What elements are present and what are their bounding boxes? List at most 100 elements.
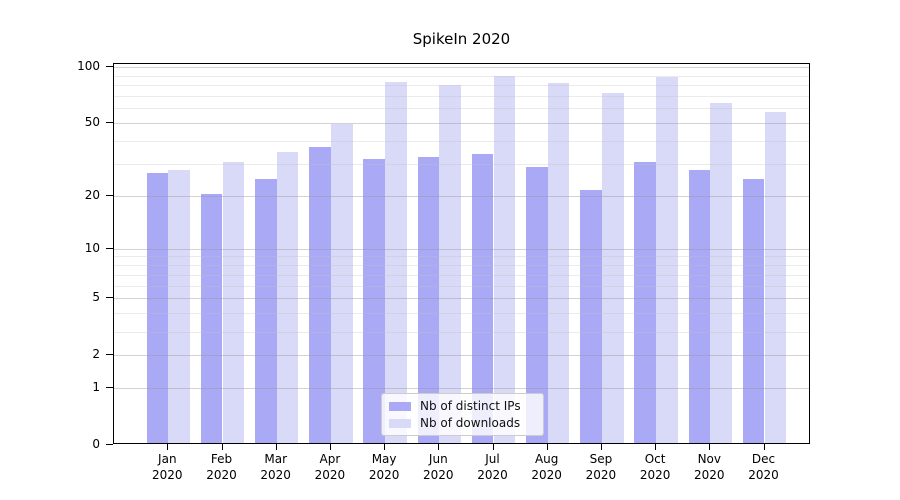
gridline-minor-70: [114, 96, 809, 98]
bar-downloads-nov: [710, 102, 732, 443]
gridline-major-2: [114, 355, 809, 357]
x-tick-label-nov: Nov 2020: [677, 451, 741, 483]
plot-area: [113, 63, 810, 444]
x-tick-mark-oct: [655, 444, 657, 450]
gridline-major-100: [114, 67, 809, 69]
x-tick-mark-feb: [221, 444, 223, 450]
x-tick-label-jan: Jan 2020: [135, 451, 199, 483]
bar-distinct-ips-jun: [417, 156, 440, 443]
x-tick-label-mar: Mar 2020: [244, 451, 308, 483]
y-tick-label-5: 5: [92, 290, 100, 305]
gridline-minor-9: [114, 256, 809, 258]
legend-item-downloads: Nb of downloads: [389, 416, 535, 431]
bar-distinct-ips-nov: [688, 170, 711, 443]
x-tick-label-apr: Apr 2020: [298, 451, 362, 483]
x-tick-mark-mar: [275, 444, 277, 450]
legend-item-distinct-ips: Nb of distinct IPs: [389, 399, 535, 414]
bar-distinct-ips-oct: [634, 161, 657, 443]
x-tick-year-jul: 2020: [477, 468, 508, 482]
bar-distinct-ips-jul: [471, 154, 494, 443]
x-tick-year-aug: 2020: [531, 468, 562, 482]
x-tick-label-may: May 2020: [352, 451, 416, 483]
gridline-minor-60: [114, 108, 809, 110]
x-tick-mark-nov: [709, 444, 711, 450]
gridline-minor-90: [114, 75, 809, 77]
gridline-minor-6: [114, 285, 809, 287]
bar-downloads-may: [385, 82, 407, 443]
bar-downloads-sep: [601, 92, 624, 443]
bar-distinct-ips-feb: [200, 193, 223, 443]
bar-downloads-aug: [547, 83, 570, 443]
gridline-minor-30: [114, 163, 809, 165]
bar-distinct-ips-aug: [526, 167, 548, 443]
x-tick-year-oct: 2020: [639, 468, 671, 482]
y-tick-label-100: 100: [77, 59, 100, 74]
gridline-minor-4: [114, 313, 809, 315]
bar-downloads-jan: [168, 170, 190, 443]
bar-downloads-apr: [330, 124, 353, 443]
y-tick-mark-20: [106, 194, 113, 196]
y-tick-label-20: 20: [84, 187, 100, 202]
x-tick-year-nov: 2020: [694, 468, 725, 482]
bar-downloads-oct: [656, 77, 678, 443]
y-tick-label-0: 0: [92, 437, 100, 451]
x-tick-label-jul: Jul 2020: [461, 451, 525, 483]
bar-downloads-dec: [764, 112, 787, 443]
gridline-minor-3: [114, 331, 809, 333]
y-tick-mark-5: [106, 297, 113, 299]
x-tick-year-mar: 2020: [260, 468, 291, 482]
x-tick-label-jun: Jun 2020: [406, 451, 470, 483]
y-tick-mark-50: [106, 122, 113, 124]
x-tick-year-sep: 2020: [585, 468, 617, 482]
x-tick-year-dec: 2020: [748, 468, 779, 482]
bar-distinct-ips-apr: [309, 147, 331, 443]
x-tick-label-feb: Feb 2020: [190, 451, 254, 483]
bar-downloads-mar: [276, 151, 299, 443]
gridline-minor-80: [114, 85, 809, 87]
y-tick-label-50: 50: [84, 115, 100, 130]
y-tick-mark-100: [106, 66, 113, 68]
y-tick-mark-1: [106, 387, 113, 389]
bar-distinct-ips-may: [363, 159, 386, 443]
x-tick-year-may: 2020: [368, 468, 400, 482]
y-tick-mark-0: [106, 444, 113, 445]
bar-distinct-ips-mar: [255, 179, 277, 443]
gridline-major-10: [114, 248, 809, 250]
x-tick-mark-sep: [600, 444, 602, 450]
x-tick-mark-jun: [438, 444, 440, 450]
gridline-major-50: [114, 123, 809, 125]
legend-label-downloads: Nb of downloads: [420, 416, 521, 430]
x-tick-year-jun: 2020: [423, 468, 454, 482]
bar-distinct-ips-jan: [146, 173, 169, 443]
x-tick-label-dec: Dec 2020: [732, 451, 796, 483]
bar-distinct-ips-dec: [742, 179, 765, 443]
x-tick-mark-aug: [546, 444, 548, 450]
bar-downloads-jul: [493, 76, 516, 443]
legend-swatch-distinct-ips: [389, 402, 411, 411]
legend: Nb of distinct IPs Nb of downloads: [381, 393, 544, 436]
gridline-major-1: [114, 388, 809, 390]
x-tick-label-sep: Sep 2020: [569, 451, 633, 483]
gridline-major-20: [114, 195, 809, 197]
gridline-minor-8: [114, 265, 809, 267]
legend-swatch-downloads: [389, 419, 411, 428]
chart-title: SpikeIn 2020: [412, 30, 511, 48]
x-tick-mark-jan: [167, 444, 169, 450]
y-tick-mark-10: [106, 247, 113, 249]
x-tick-label-oct: Oct 2020: [623, 451, 687, 483]
x-tick-year-apr: 2020: [314, 468, 346, 482]
bar-distinct-ips-sep: [580, 189, 602, 443]
x-tick-year-jan: 2020: [152, 468, 183, 482]
y-tick-mark-2: [106, 354, 113, 356]
y-tick-label-10: 10: [84, 240, 100, 255]
x-tick-mark-may: [384, 444, 386, 450]
gridline-minor-7: [114, 274, 809, 276]
x-tick-mark-apr: [329, 444, 331, 450]
x-tick-year-feb: 2020: [206, 468, 237, 482]
bar-downloads-jun: [439, 85, 461, 443]
x-tick-mark-dec: [763, 444, 765, 450]
gridline-major-5: [114, 298, 809, 300]
x-tick-label-aug: Aug 2020: [515, 451, 579, 483]
gridline-minor-40: [114, 140, 809, 142]
